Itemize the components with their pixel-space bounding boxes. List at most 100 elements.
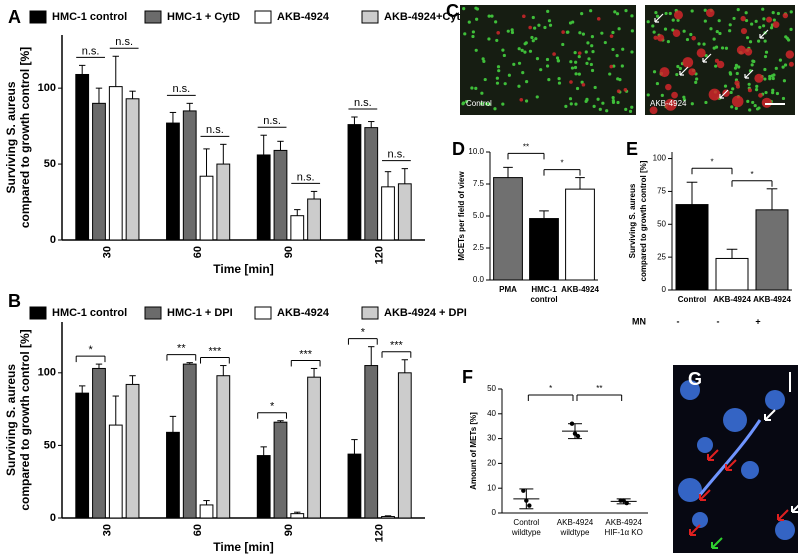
cell [580, 12, 584, 16]
cell-red [740, 15, 746, 22]
cell [655, 81, 660, 86]
legend-label: AKB-4924 [277, 11, 330, 23]
cell [537, 23, 541, 27]
cell [615, 54, 619, 58]
y-axis-title: Surviving S. aureus [4, 81, 18, 193]
cell [470, 86, 474, 90]
cell [548, 23, 553, 27]
cell [482, 59, 486, 63]
y-tick-label: 0 [492, 508, 497, 517]
significance-label: ** [523, 142, 529, 151]
cell [690, 9, 694, 13]
significance-label: n.s. [354, 97, 372, 109]
cell [591, 50, 595, 54]
bar [125, 98, 140, 241]
cell [755, 84, 759, 89]
bar [182, 110, 197, 241]
cell-red [665, 83, 672, 91]
cell [731, 87, 735, 91]
cell [487, 14, 491, 18]
cell [494, 20, 498, 24]
y-tick-label: 0.0 [473, 275, 485, 284]
cell-red [561, 30, 565, 34]
cell [600, 31, 604, 35]
cell-red [754, 73, 764, 83]
cell [737, 65, 741, 69]
cell [697, 42, 701, 46]
cell-red [708, 88, 721, 101]
cell [487, 37, 491, 41]
legend-label: AKB-4924 + DPI [384, 307, 467, 319]
cell [630, 14, 634, 18]
significance-label: * [560, 159, 563, 168]
cell [531, 39, 535, 43]
cell [723, 84, 728, 88]
bar [381, 186, 395, 241]
cell [545, 57, 550, 62]
bar [125, 383, 140, 519]
significance-label: *** [208, 345, 222, 357]
legend-swatch [29, 10, 47, 24]
cell-red [682, 57, 694, 68]
cell [585, 98, 589, 102]
y-tick-label: 50 [657, 219, 666, 228]
cell [761, 24, 766, 28]
cell [547, 78, 551, 82]
cell [664, 11, 668, 16]
arrow [702, 53, 712, 63]
data-point [527, 503, 532, 508]
bar [182, 363, 197, 519]
cell [709, 27, 713, 31]
y-axis-title: Surviving S. aureus [628, 183, 637, 258]
cell [528, 49, 533, 53]
x-tick-label: AKB-4924 [605, 518, 642, 527]
cell [778, 58, 783, 62]
cell [724, 46, 729, 50]
cell [663, 27, 668, 31]
legend-swatch [29, 306, 47, 320]
cell [601, 101, 605, 105]
cell-red [706, 8, 715, 18]
x-tick-label: 30 [101, 524, 113, 536]
cell [771, 88, 775, 92]
cell [730, 105, 734, 109]
legend-label: HMC-1 + DPI [167, 307, 233, 319]
cell-red [577, 51, 582, 55]
nucleus [680, 380, 700, 400]
cell [475, 17, 479, 21]
arrow [759, 29, 769, 39]
cell [651, 24, 655, 28]
y-axis-title: compared to growth control [%] [639, 160, 648, 281]
cell [754, 88, 759, 92]
arrow [777, 509, 789, 521]
row-value: - [677, 316, 680, 326]
cell [512, 62, 516, 66]
cell-red [609, 34, 614, 38]
image-caption: Control [466, 99, 492, 108]
cell [568, 97, 573, 101]
cell [483, 77, 487, 82]
cell [690, 102, 694, 106]
cell [534, 37, 538, 41]
cell-red [581, 82, 586, 87]
cell [475, 7, 480, 11]
cell [586, 41, 590, 45]
cell [573, 51, 577, 55]
y-axis-title: Surviving S. aureus [4, 364, 18, 476]
cell [596, 97, 600, 101]
nucleus [741, 461, 759, 479]
y-tick-label: 30 [487, 434, 496, 443]
cell [490, 14, 494, 18]
cell-red [761, 97, 772, 108]
cell [715, 29, 719, 34]
cell [703, 8, 707, 12]
cell-red [664, 98, 677, 111]
cell [557, 81, 562, 85]
cell [720, 46, 725, 50]
bar [565, 188, 595, 281]
arrow [719, 89, 729, 99]
cell [786, 38, 791, 42]
cell-red [496, 30, 501, 35]
cell [487, 102, 491, 106]
